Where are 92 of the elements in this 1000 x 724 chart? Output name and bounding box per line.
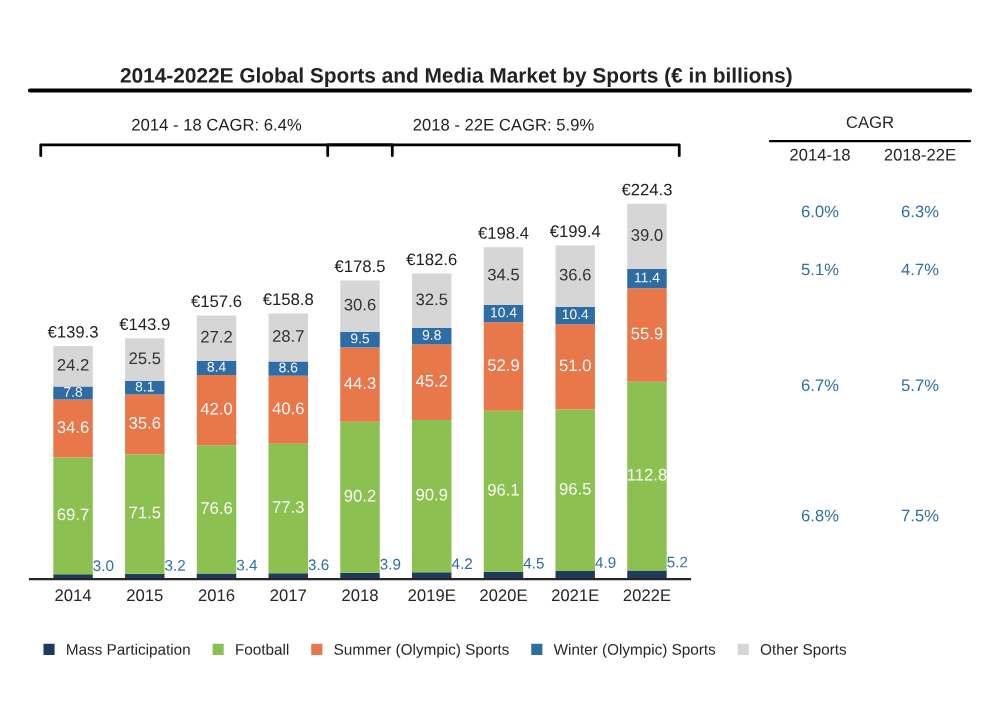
data-label: 77.3 bbox=[272, 501, 304, 513]
text: 6.3% bbox=[901, 205, 939, 218]
data-label: 55.9 bbox=[631, 327, 663, 340]
data-label: 112.8 bbox=[627, 468, 667, 481]
total-label: €139.3 bbox=[47, 325, 98, 338]
bar bbox=[268, 313, 308, 362]
data-label: 27.2 bbox=[201, 330, 232, 343]
bar bbox=[196, 375, 237, 446]
bar bbox=[627, 269, 667, 289]
data-label: 42.0 bbox=[200, 402, 233, 415]
bar bbox=[268, 361, 308, 376]
data-label: 71.5 bbox=[129, 506, 161, 519]
bar bbox=[340, 347, 380, 422]
data-label: 90.2 bbox=[344, 489, 376, 502]
text: 5.7% bbox=[901, 379, 939, 392]
total-label: €182.6 bbox=[406, 253, 457, 266]
bar bbox=[483, 247, 524, 305]
bar bbox=[340, 421, 380, 573]
x-tick-label: 2022E bbox=[623, 589, 671, 602]
data-label: 76.6 bbox=[201, 502, 233, 514]
total-label: €178.5 bbox=[334, 260, 385, 273]
chart-title: 2014-2022E Global Sports and Media Market by Sports (€ in billions) bbox=[120, 67, 792, 87]
text: CAGR bbox=[846, 116, 894, 129]
text: 4.7% bbox=[901, 263, 939, 276]
bar bbox=[53, 457, 93, 575]
data-label: 45.2 bbox=[415, 374, 448, 387]
bar bbox=[483, 322, 524, 411]
bar bbox=[627, 203, 667, 270]
x-tick-label: 2019E bbox=[408, 589, 456, 602]
bar bbox=[268, 375, 308, 444]
data-label: 44.3 bbox=[344, 377, 376, 390]
x-tick-label: 2021E bbox=[551, 589, 599, 602]
x-tick-label: 2015 bbox=[127, 589, 163, 602]
x-tick-label: 2017 bbox=[270, 589, 306, 602]
data-label: 51.0 bbox=[559, 359, 591, 372]
x-tick-label: 2018 bbox=[342, 589, 378, 602]
x-tick-label: 2014 bbox=[55, 589, 92, 602]
bar bbox=[340, 331, 380, 348]
data-label: 52.9 bbox=[487, 359, 519, 372]
bar bbox=[196, 315, 237, 361]
data-label: 24.2 bbox=[57, 358, 89, 371]
x-tick-label: 2016 bbox=[198, 589, 235, 602]
bar bbox=[555, 409, 595, 571]
bar bbox=[268, 443, 308, 574]
text: 2014 - 18 CAGR: 6.4% bbox=[132, 118, 302, 131]
bar bbox=[555, 324, 595, 410]
total-label: €143.9 bbox=[119, 318, 170, 331]
bar bbox=[627, 381, 667, 571]
bar bbox=[412, 344, 452, 421]
total-label: €198.4 bbox=[478, 227, 529, 239]
data-label: 39.0 bbox=[631, 229, 663, 241]
bar bbox=[555, 245, 595, 307]
bar bbox=[627, 570, 667, 580]
bar bbox=[53, 399, 93, 458]
total-label: €157.6 bbox=[191, 295, 242, 308]
bar bbox=[483, 410, 524, 572]
bar bbox=[125, 381, 165, 395]
data-label: 34.6 bbox=[57, 421, 89, 434]
text: 2014-18 bbox=[790, 148, 850, 161]
data-label: 69.7 bbox=[57, 508, 89, 521]
data-label: 30.6 bbox=[344, 298, 376, 311]
text: 6.7% bbox=[801, 379, 839, 392]
bar bbox=[125, 338, 165, 382]
data-label: 35.6 bbox=[129, 417, 161, 429]
data-label: 96.5 bbox=[559, 482, 591, 495]
data-label: 40.6 bbox=[272, 402, 304, 415]
text: 2018-22E bbox=[884, 148, 956, 161]
data-label: 28.7 bbox=[272, 330, 304, 342]
bar bbox=[53, 386, 93, 400]
bar bbox=[196, 445, 237, 574]
text: 7.5% bbox=[901, 509, 939, 522]
total-label: €199.4 bbox=[549, 225, 601, 238]
data-label: 36.6 bbox=[559, 268, 591, 281]
bar bbox=[340, 280, 380, 332]
total-label: €158.8 bbox=[262, 293, 314, 306]
bar bbox=[412, 273, 452, 328]
data-label: 34.5 bbox=[487, 268, 519, 281]
bar bbox=[627, 288, 667, 382]
text: 6.8% bbox=[801, 509, 839, 522]
data-label: 25.5 bbox=[129, 352, 161, 365]
text: 6.0% bbox=[801, 205, 839, 218]
data-label: 96.1 bbox=[488, 483, 519, 496]
bar bbox=[125, 394, 165, 455]
text: 5.1% bbox=[801, 263, 839, 276]
bar bbox=[53, 346, 93, 387]
text: 2018 - 22E CAGR: 5.9% bbox=[413, 118, 594, 131]
bar bbox=[412, 420, 452, 573]
x-tick-label: 2020E bbox=[480, 589, 527, 602]
total-label: €224.3 bbox=[621, 183, 672, 196]
data-label: 32.5 bbox=[416, 293, 448, 306]
data-label: 90.9 bbox=[416, 488, 448, 501]
bar bbox=[125, 454, 165, 574]
